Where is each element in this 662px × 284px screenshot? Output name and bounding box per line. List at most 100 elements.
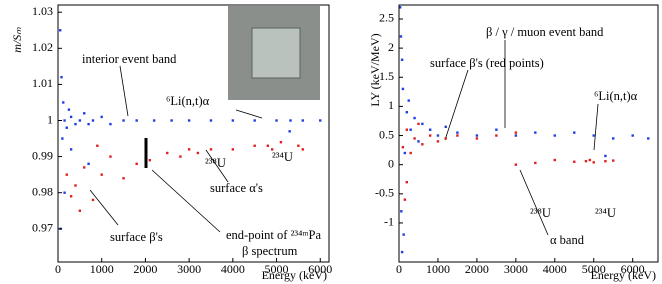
annotation: surface β's (red points) bbox=[430, 56, 544, 70]
point bbox=[405, 111, 408, 114]
point bbox=[69, 195, 73, 198]
point bbox=[612, 159, 615, 162]
point bbox=[289, 119, 292, 122]
point bbox=[401, 145, 405, 149]
x-tick-label: 1000 bbox=[90, 262, 114, 276]
point bbox=[170, 119, 173, 122]
y-tick-label: 2 bbox=[388, 40, 394, 54]
point bbox=[421, 143, 424, 146]
point bbox=[148, 159, 151, 162]
y-tick-label: -1 bbox=[384, 215, 394, 229]
y-tick-label: 1.03 bbox=[32, 4, 53, 18]
y-tick-label: 0.99 bbox=[32, 148, 53, 162]
point bbox=[436, 140, 440, 143]
point bbox=[297, 144, 300, 147]
x-tick-label: 4000 bbox=[221, 262, 245, 276]
point bbox=[573, 160, 576, 163]
point bbox=[91, 198, 95, 202]
y-tick-label: 1.5 bbox=[379, 69, 394, 83]
point bbox=[83, 112, 86, 115]
point bbox=[417, 122, 420, 126]
point bbox=[209, 119, 213, 122]
y-tick-label: 1 bbox=[388, 98, 394, 112]
point bbox=[475, 134, 479, 137]
plot-frame bbox=[398, 4, 659, 263]
point bbox=[100, 173, 103, 176]
y-tick-label: 0.97 bbox=[32, 221, 53, 235]
point bbox=[573, 131, 576, 134]
point bbox=[444, 125, 447, 128]
point bbox=[187, 148, 191, 151]
point bbox=[253, 144, 256, 147]
y-tick-label: 1.01 bbox=[32, 76, 53, 90]
point bbox=[400, 250, 404, 254]
x-tick-label: 0 bbox=[396, 262, 402, 276]
point bbox=[266, 144, 270, 147]
y-tick-label: 1.02 bbox=[32, 40, 53, 54]
point bbox=[400, 58, 404, 61]
point bbox=[231, 119, 235, 122]
y-tick-label: 0 bbox=[388, 156, 394, 170]
plot-frame bbox=[57, 4, 330, 263]
point bbox=[63, 119, 66, 122]
point bbox=[604, 154, 607, 158]
point bbox=[109, 122, 112, 126]
x-tick-label: 5000 bbox=[582, 262, 606, 276]
point bbox=[495, 134, 498, 137]
point bbox=[87, 122, 90, 126]
point bbox=[61, 137, 64, 140]
point bbox=[400, 210, 403, 213]
point bbox=[417, 140, 420, 143]
point bbox=[647, 137, 650, 140]
point bbox=[403, 151, 407, 155]
point bbox=[399, 35, 403, 38]
point bbox=[514, 131, 518, 134]
point bbox=[187, 119, 191, 122]
x-tick-label: 6000 bbox=[621, 262, 645, 276]
point bbox=[78, 119, 82, 122]
point bbox=[62, 101, 65, 104]
point bbox=[58, 29, 62, 32]
point bbox=[436, 134, 440, 137]
point bbox=[179, 155, 182, 158]
point bbox=[421, 122, 424, 126]
crystal bbox=[251, 27, 301, 79]
annotation: α band bbox=[550, 233, 585, 247]
point bbox=[319, 119, 322, 122]
y-tick-label: 0.98 bbox=[32, 184, 53, 198]
point bbox=[592, 134, 595, 137]
x-tick-label: 2000 bbox=[465, 262, 489, 276]
point bbox=[405, 180, 408, 184]
point bbox=[65, 126, 68, 129]
point bbox=[109, 155, 112, 158]
point bbox=[96, 144, 99, 147]
point bbox=[405, 128, 408, 131]
point bbox=[409, 128, 412, 131]
point bbox=[402, 233, 405, 236]
x-tick-label: 3000 bbox=[504, 262, 528, 276]
point bbox=[122, 177, 125, 180]
point bbox=[231, 148, 235, 151]
point bbox=[74, 184, 77, 187]
point bbox=[553, 158, 556, 162]
annotation: ⁶Li(n,t)α bbox=[166, 94, 210, 108]
point bbox=[413, 137, 416, 140]
point bbox=[534, 131, 537, 134]
point bbox=[100, 115, 103, 119]
y-tick-label: 1 bbox=[47, 112, 53, 126]
annotation: surface α's bbox=[210, 181, 263, 195]
point bbox=[152, 119, 156, 122]
point bbox=[409, 151, 412, 155]
annotation: interior event band bbox=[82, 52, 177, 66]
x-tick-label: 5000 bbox=[265, 262, 289, 276]
annotation: ²³⁴U bbox=[595, 206, 616, 220]
y-tick-label: -0.5 bbox=[375, 186, 394, 200]
annotation: β / γ / muon event band bbox=[486, 25, 604, 39]
point bbox=[91, 119, 95, 122]
point bbox=[63, 191, 66, 194]
y-axis-label: LY (keV/MeV) bbox=[368, 33, 382, 106]
y-axis-label: m/Sₘ bbox=[10, 27, 24, 53]
point bbox=[135, 162, 138, 166]
point bbox=[604, 159, 607, 163]
